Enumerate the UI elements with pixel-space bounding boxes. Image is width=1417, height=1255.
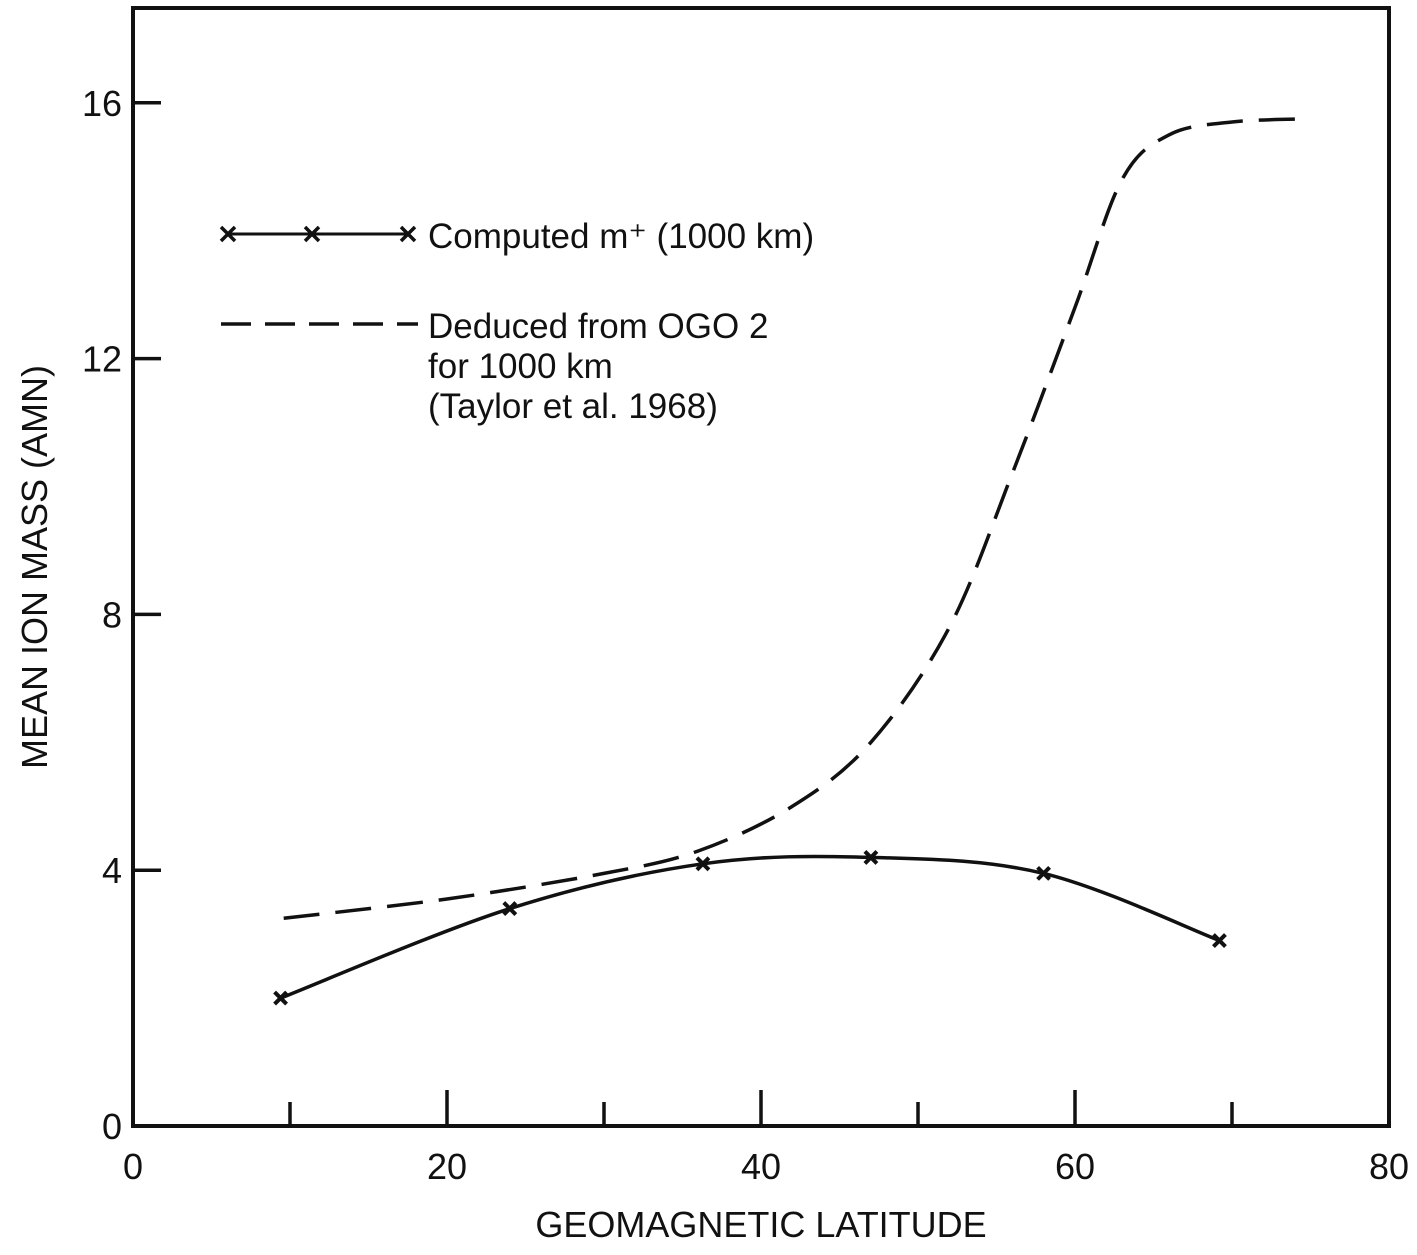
y-axis-title: MEAN ION MASS (AMN) xyxy=(14,365,55,769)
data-point-marker xyxy=(273,990,288,1006)
ticks xyxy=(133,101,1234,1126)
plot-frame xyxy=(131,6,1391,1128)
legend-marker xyxy=(399,225,417,243)
series-group xyxy=(273,117,1311,1006)
legend-label-deduced-3: (Taylor et al. 1968) xyxy=(428,387,718,426)
y-tick-label: 8 xyxy=(102,594,122,635)
legend-label-deduced-2: for 1000 km xyxy=(428,347,613,386)
y-tick-label: 0 xyxy=(102,1106,122,1147)
legend-marker xyxy=(219,225,237,243)
legend-label-computed: Computed m⁺ (1000 km) xyxy=(428,217,814,256)
tick-labels: 0 20 40 60 80 0 4 8 12 16 xyxy=(82,83,1409,1187)
x-tick-label: 20 xyxy=(427,1146,467,1187)
x-tick-label: 80 xyxy=(1369,1146,1409,1187)
x-tick-label: 40 xyxy=(741,1146,781,1187)
legend-marker xyxy=(303,225,321,243)
x-axis-title: GEOMAGNETIC LATITUDE xyxy=(535,1204,986,1245)
legend: Computed m⁺ (1000 km) Deduced from OGO 2… xyxy=(219,217,814,426)
x-tick-label: 60 xyxy=(1055,1146,1095,1187)
series-line-2 xyxy=(283,117,1311,920)
data-point-marker xyxy=(1036,865,1052,881)
legend-line-computed xyxy=(219,225,417,243)
data-point-marker xyxy=(695,856,711,872)
y-tick-label: 4 xyxy=(102,850,122,891)
data-point-marker xyxy=(1212,933,1227,948)
x-tick-label: 0 xyxy=(123,1146,143,1187)
data-point-marker xyxy=(863,849,879,865)
y-tick-label: 16 xyxy=(82,83,122,124)
data-point-marker xyxy=(502,901,518,916)
series-line-1 xyxy=(279,854,1221,1000)
legend-label-deduced-1: Deduced from OGO 2 xyxy=(428,307,768,346)
y-tick-label: 12 xyxy=(82,339,122,380)
